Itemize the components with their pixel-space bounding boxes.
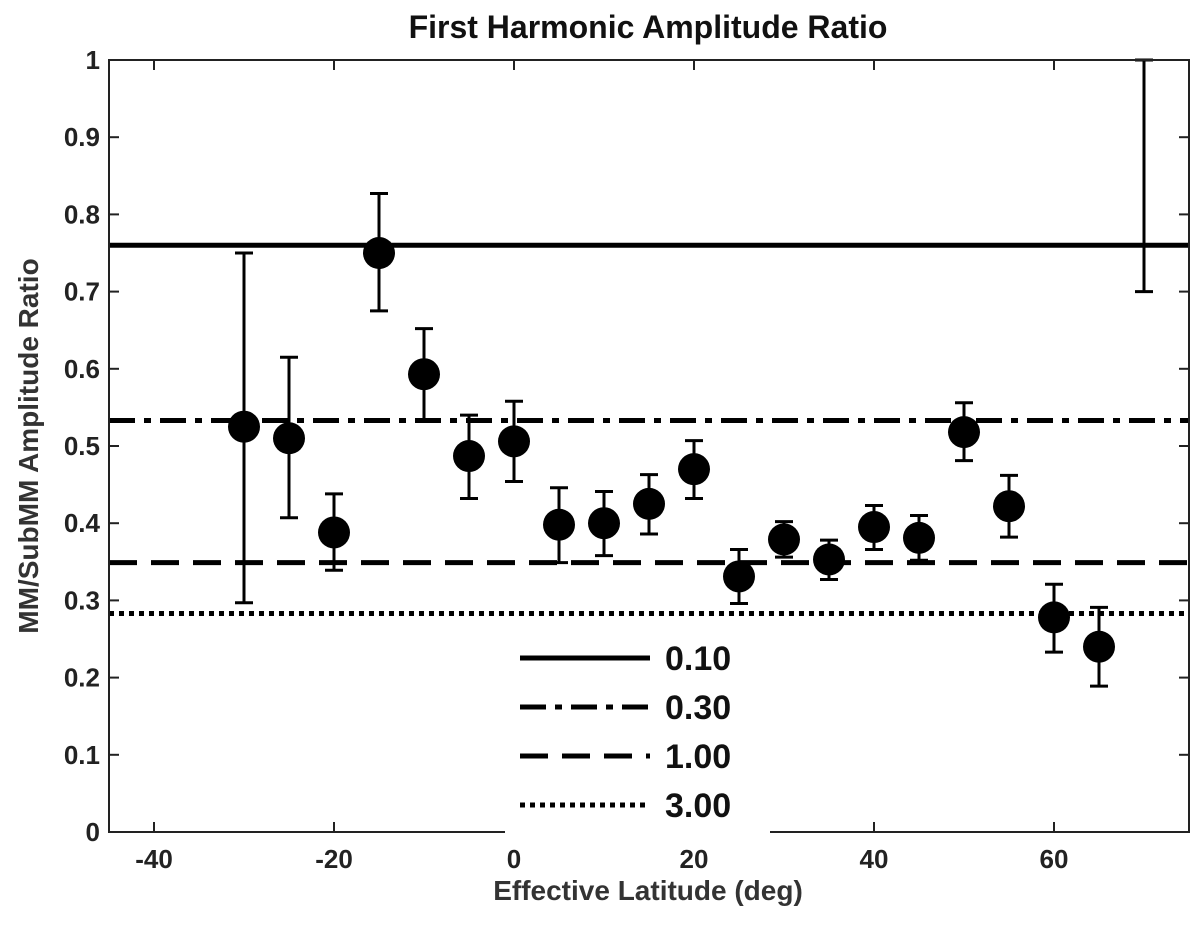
legend-label: 1.00	[665, 738, 731, 776]
marker	[273, 422, 305, 455]
y-tick-label: 0.8	[64, 199, 100, 229]
marker	[318, 516, 350, 549]
data-point-21	[1135, 58, 1153, 294]
data-point-7	[498, 399, 530, 484]
data-point-9	[588, 490, 620, 558]
data-point-18	[993, 473, 1025, 539]
legend-item-2: 0.30	[520, 689, 731, 727]
reference-lines	[109, 242, 1189, 617]
y-tick-label: 0.2	[64, 663, 100, 693]
data-points	[228, 58, 1153, 688]
marker	[948, 416, 980, 449]
marker	[723, 560, 755, 593]
data-point-5	[408, 327, 440, 423]
x-tick-label: 20	[680, 844, 709, 874]
x-tick-label: 0	[507, 844, 521, 874]
x-tick-label: -40	[135, 844, 173, 874]
legend-label: 0.10	[665, 640, 731, 678]
marker	[813, 543, 845, 576]
marker	[1038, 601, 1070, 634]
y-tick-label: 0.5	[64, 431, 100, 461]
legend: 0.10 0.30 1.00 3.00	[505, 623, 770, 837]
legend-label: 0.30	[665, 689, 731, 727]
marker	[408, 358, 440, 391]
data-point-12	[723, 547, 755, 605]
x-axis-label: Effective Latitude (deg)	[493, 875, 803, 906]
data-point-20	[1083, 605, 1115, 688]
marker	[228, 410, 260, 443]
marker	[633, 487, 665, 520]
chart-title: First Harmonic Amplitude Ratio	[409, 9, 888, 45]
y-tick-label: 0.1	[64, 740, 100, 770]
marker	[858, 511, 890, 544]
legend-item-1: 0.10	[520, 640, 731, 678]
data-point-14	[813, 538, 845, 582]
data-point-13	[768, 520, 800, 559]
data-point-1	[228, 251, 260, 605]
data-point-16	[903, 513, 935, 562]
data-point-19	[1038, 582, 1070, 654]
marker	[903, 521, 935, 554]
marker	[363, 237, 395, 269]
data-point-11	[678, 439, 710, 500]
y-tick-label: 0	[86, 817, 100, 847]
marker	[1083, 630, 1115, 663]
legend-item-3: 1.00	[520, 738, 731, 776]
marker	[768, 523, 800, 556]
data-point-17	[948, 401, 980, 463]
data-point-15	[858, 503, 890, 551]
y-axis-label: MM/SubMM Amplitude Ratio	[13, 258, 44, 633]
marker	[588, 507, 620, 540]
x-tick-label: 60	[1040, 844, 1069, 874]
data-point-2	[273, 355, 305, 520]
y-tick-label: 0.3	[64, 585, 100, 615]
marker	[543, 508, 575, 541]
marker	[453, 440, 485, 473]
data-point-8	[543, 486, 575, 565]
data-point-4	[363, 192, 395, 313]
data-point-6	[453, 413, 485, 500]
y-tick-label: 0.7	[64, 277, 100, 307]
y-tick-label: 0.6	[64, 354, 100, 384]
y-tick-label: 0.9	[64, 122, 100, 152]
marker	[678, 453, 710, 486]
legend-label: 3.00	[665, 787, 731, 825]
y-tick-label: 1	[86, 45, 100, 75]
data-point-10	[633, 473, 665, 536]
marker	[993, 490, 1025, 523]
marker	[498, 425, 530, 458]
x-tick-label: 40	[860, 844, 889, 874]
y-tick-label: 0.4	[64, 508, 101, 538]
x-tick-label: -20	[315, 844, 353, 874]
data-point-3	[318, 492, 350, 572]
axis-ticks: -40 -20 0 20 40 60 0 0.1 0.2 0.3 0.4 0.5 0.6 0.7 0.8 0.…	[64, 45, 1189, 874]
legend-item-4: 3.00	[520, 787, 731, 825]
